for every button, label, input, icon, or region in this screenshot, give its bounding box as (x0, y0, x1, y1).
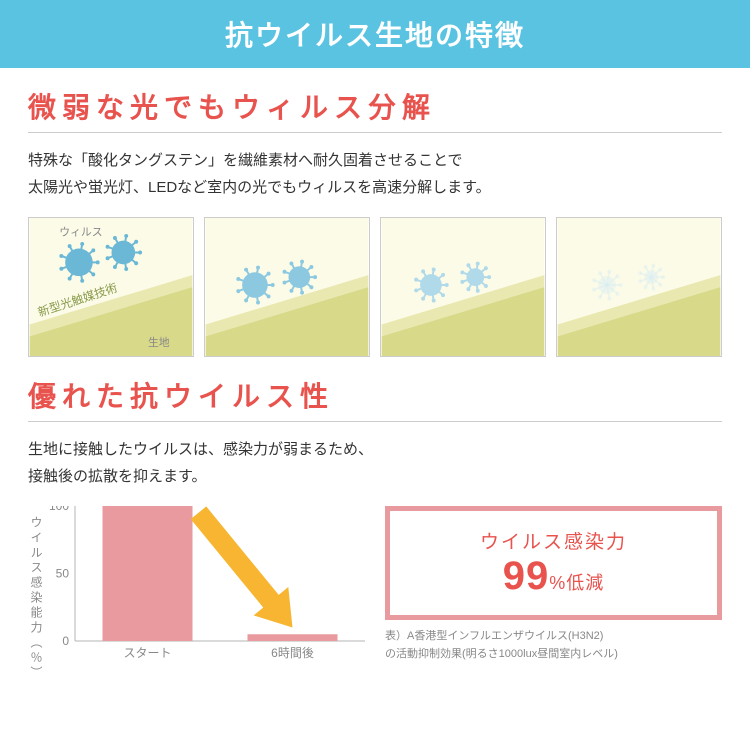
callout-unit: % (549, 573, 566, 593)
panel-4 (556, 217, 722, 357)
panel-1: ウィルス 新型光触媒技術 生地 (28, 217, 194, 357)
panel-3 (380, 217, 546, 357)
chart-caption: 表）A香港型インフルエンザウイルス(H3N2) の活動抑制効果(明るさ1000l… (385, 628, 722, 663)
chart-svg: 0 50 100 スタート 6時間後 (45, 506, 365, 666)
bar (248, 634, 338, 641)
ytick-label: 100 (49, 506, 69, 513)
bar (103, 506, 193, 641)
xtick-label: 6時間後 (271, 646, 314, 660)
chart-row: ウイルス感染能力（％） 0 50 100 スタート 6時間後 ウイルス感染力 99%低減… (0, 506, 750, 681)
trend-arrow-icon (191, 506, 293, 627)
chart-y-label: ウイルス感染能力（％） (28, 506, 45, 681)
chart-wrap: ウイルス感染能力（％） 0 50 100 スタート 6時間後 (28, 506, 365, 681)
ytick-label: 50 (56, 567, 70, 581)
xtick-label: スタート (123, 646, 171, 660)
section1-heading: 微弱な光でもウィルス分解 (28, 86, 722, 133)
callout-suffix: 低減 (566, 573, 604, 593)
callout-line1: ウイルス感染力 (402, 527, 705, 554)
callout-column: ウイルス感染力 99%低減 表）A香港型インフルエンザウイルス(H3N2) の活… (385, 506, 722, 663)
callout-big-number: 99 (503, 554, 550, 598)
bar-chart: 0 50 100 スタート 6時間後 (45, 506, 365, 671)
section1-body: 特殊な「酸化タングステン」を繊維素材へ耐久固着させることで 太陽光や蛍光灯、LE… (28, 147, 722, 201)
banner: 抗ウイルス生地の特徴 (0, 0, 750, 68)
section2-body: 生地に接触したウイルスは、感染力が弱まるため、 接触後の拡散を抑えます。 (28, 436, 722, 490)
section2-heading: 優れた抗ウイルス性 (28, 375, 722, 422)
panel-2 (204, 217, 370, 357)
section-1: 微弱な光でもウィルス分解 特殊な「酸化タングステン」を繊維素材へ耐久固着させるこ… (0, 68, 750, 357)
section-2: 優れた抗ウイルス性 生地に接触したウイルスは、感染力が弱まるため、 接触後の拡散… (0, 357, 750, 490)
callout-box: ウイルス感染力 99%低減 (385, 506, 722, 620)
virus-label: ウィルス (59, 226, 102, 239)
callout-line2: 99%低減 (402, 554, 705, 599)
fabric-label: 生地 (148, 335, 170, 349)
ytick-label: 0 (62, 634, 69, 648)
diagram-panels: ウィルス 新型光触媒技術 生地 (28, 217, 722, 357)
